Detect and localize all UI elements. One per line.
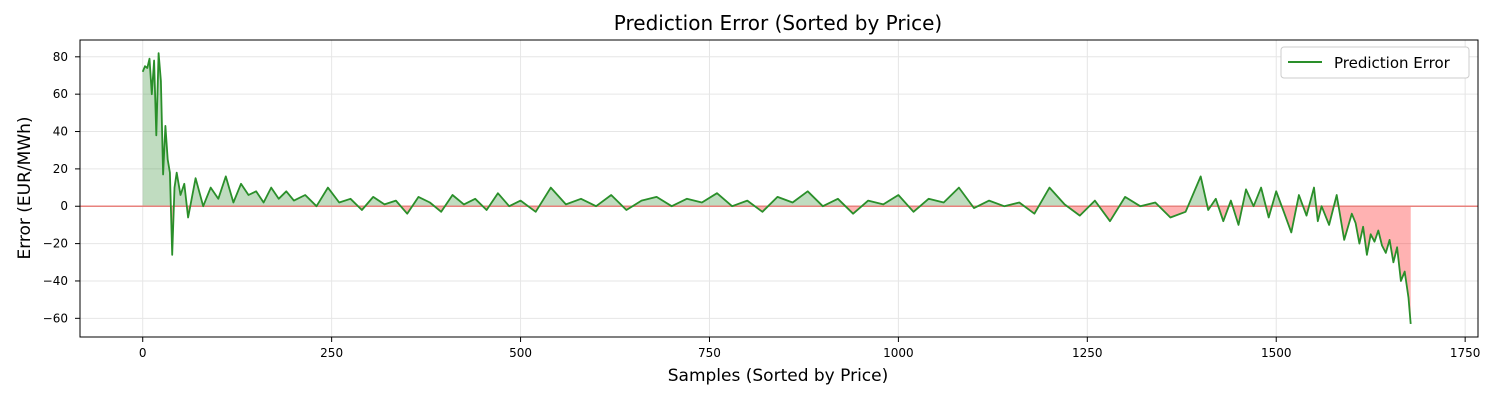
x-tick-label: 750: [698, 346, 721, 360]
y-tick-label: −40: [43, 274, 68, 288]
y-tick-label: 0: [60, 199, 68, 213]
x-tick-label: 500: [509, 346, 532, 360]
y-tick-label: −60: [43, 311, 68, 325]
legend: Prediction Error: [1280, 46, 1470, 79]
y-tick-label: 20: [53, 162, 68, 176]
x-axis-title: Samples (Sorted by Price): [668, 366, 889, 386]
legend-box: [1280, 46, 1470, 79]
legend-label-prediction-error: Prediction Error: [1334, 54, 1451, 72]
y-tick-label: 40: [53, 125, 68, 139]
x-axis-ticks: 0 250 500 750 1000 1250 1500 1750: [139, 337, 1481, 360]
x-tick-label: 1000: [883, 346, 914, 360]
x-tick-label: 1250: [1072, 346, 1103, 360]
y-tick-label: −20: [43, 237, 68, 251]
plot-area-frame: [79, 39, 1479, 338]
x-tick-label: 250: [320, 346, 343, 360]
x-tick-label: 0: [139, 346, 147, 360]
y-axis-title: Error (EUR/MWh): [15, 116, 35, 259]
y-tick-label: 60: [53, 87, 68, 101]
y-axis-ticks: −60 −40 −20 0 20 40 60 80: [43, 50, 80, 325]
x-tick-label: 1750: [1450, 346, 1481, 360]
prediction-error-line: [141, 52, 1412, 324]
x-tick-label: 1500: [1261, 346, 1292, 360]
grid: [80, 40, 1478, 337]
chart-title: Prediction Error (Sorted by Price): [614, 11, 942, 35]
y-tick-label: 80: [53, 50, 68, 64]
